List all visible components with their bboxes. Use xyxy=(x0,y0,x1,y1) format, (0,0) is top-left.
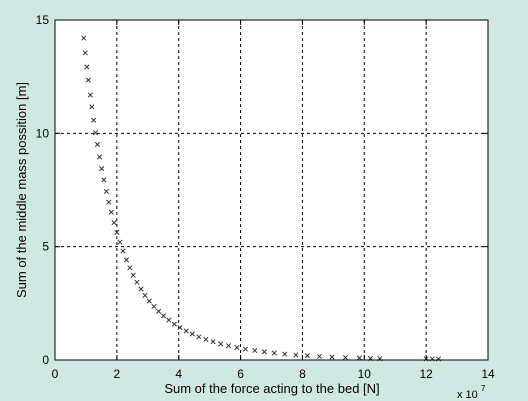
y-tick-labels: 0 5 10 15 xyxy=(36,13,50,367)
x-tick-label: 0 xyxy=(52,367,59,381)
data-point xyxy=(82,50,88,56)
x-tick-label: 12 xyxy=(419,367,433,381)
x-tick-label: 6 xyxy=(237,367,244,381)
x-tick-label: 10 xyxy=(358,367,372,381)
x-axis-label: Sum of the force acting to the bed [N] xyxy=(164,381,379,396)
data-point xyxy=(142,292,148,298)
data-point xyxy=(106,199,112,205)
data-point xyxy=(81,35,87,41)
x-tick-label: 2 xyxy=(114,367,121,381)
data-point xyxy=(123,257,129,263)
data-point xyxy=(156,308,162,314)
data-point xyxy=(161,313,167,319)
x-tick-label: 4 xyxy=(175,367,182,381)
data-point xyxy=(103,188,109,194)
data-point xyxy=(203,336,209,342)
data-point xyxy=(146,298,152,304)
y-tick-label: 15 xyxy=(36,13,50,27)
data-point xyxy=(189,331,195,337)
data-point xyxy=(271,350,277,356)
data-point xyxy=(99,166,105,172)
data-point xyxy=(134,279,140,285)
data-point xyxy=(329,354,335,360)
data-point xyxy=(316,353,322,359)
grid-lines xyxy=(55,20,488,360)
data-point xyxy=(261,349,267,355)
data-point xyxy=(242,346,249,352)
data-point xyxy=(210,339,216,345)
data-point xyxy=(282,351,288,357)
data-point xyxy=(304,353,310,359)
data-point xyxy=(94,141,100,147)
data-point xyxy=(218,341,224,347)
data-point xyxy=(234,344,240,351)
x-tick-label: 8 xyxy=(299,367,306,381)
data-point xyxy=(196,334,202,340)
data-point xyxy=(342,354,348,361)
data-point xyxy=(84,64,90,70)
y-tick-label: 10 xyxy=(36,126,50,140)
data-point xyxy=(166,317,172,323)
x-multiplier-label: x 10 xyxy=(457,389,478,401)
data-point xyxy=(117,239,123,245)
plot-frame xyxy=(54,19,489,361)
x-tick-label: 14 xyxy=(481,367,495,381)
data-point xyxy=(111,220,117,226)
data-point xyxy=(225,343,232,349)
data-point xyxy=(177,325,183,331)
plot-area xyxy=(55,20,488,360)
data-point xyxy=(356,355,362,361)
data-point xyxy=(87,92,93,98)
x-multiplier-exponent: 7 xyxy=(481,384,486,393)
y-tick-label: 5 xyxy=(42,240,49,254)
y-tick-label: 0 xyxy=(42,353,49,367)
data-point xyxy=(127,265,133,271)
data-point xyxy=(91,117,97,123)
data-point xyxy=(151,303,157,310)
data-point xyxy=(85,77,91,83)
data-point xyxy=(108,209,114,215)
data-point xyxy=(171,321,177,327)
y-axis-label: Sum of the middle mass possition [m] xyxy=(14,82,29,298)
data-point xyxy=(101,177,107,183)
axis-ticks xyxy=(54,19,489,361)
data-point xyxy=(183,328,189,334)
data-point xyxy=(92,130,99,136)
x-tick-labels: 0 2 4 6 8 10 12 14 xyxy=(52,367,495,381)
data-markers xyxy=(81,35,442,362)
data-point xyxy=(293,352,299,358)
data-point xyxy=(138,286,144,292)
data-point xyxy=(114,229,120,235)
data-point xyxy=(252,347,258,354)
data-point xyxy=(96,154,103,160)
data-point xyxy=(120,248,126,254)
data-point xyxy=(89,104,95,110)
data-point xyxy=(130,272,136,278)
